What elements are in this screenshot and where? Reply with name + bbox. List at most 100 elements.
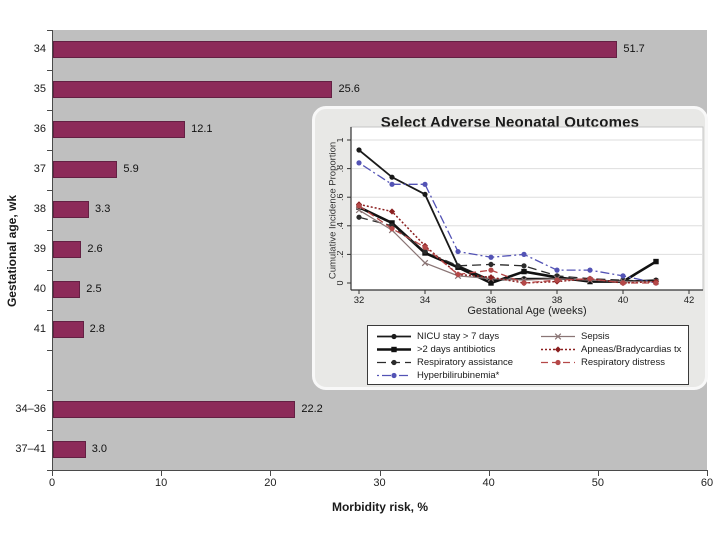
marker-circle [389, 181, 395, 187]
marker-circle [455, 263, 461, 269]
legend-line-sample [377, 359, 411, 366]
legend-grid: NICU stay > 7 days Sepsis >2 days antibiot… [376, 330, 682, 382]
x-axis-tick-label: 50 [591, 477, 604, 489]
y-axis-tick [47, 30, 52, 31]
category-label: 37–41 [15, 443, 46, 455]
marker-circle [391, 359, 397, 366]
legend-entry: NICU stay > 7 days [376, 330, 536, 343]
bar [53, 321, 84, 338]
marker-circle [488, 261, 494, 268]
legend-line-sample [541, 333, 575, 340]
x-axis-tick-label: 0 [48, 477, 56, 489]
y-axis-tick [47, 310, 52, 311]
inset-x-tick-label: 42 [684, 295, 695, 303]
bar [53, 241, 81, 258]
inset-y-tick-label: .8 [337, 165, 345, 173]
marker-circle [422, 181, 428, 187]
inset-x-tick-label: 40 [618, 295, 629, 303]
category-label: 37 [33, 163, 46, 175]
marker-circle [422, 244, 428, 250]
marker-circle [653, 280, 659, 286]
marker-circle [422, 191, 428, 197]
marker-circle [356, 203, 362, 209]
bar-value-label: 12.1 [191, 123, 213, 135]
bar-value-label: 2.6 [87, 243, 103, 255]
bar-value-label: 5.9 [123, 163, 139, 175]
marker-square [521, 268, 527, 275]
legend-label: NICU stay > 7 days [417, 331, 500, 342]
x-axis-tick-label: 40 [482, 477, 495, 489]
marker-x [554, 333, 562, 340]
legend-label: >2 days antibiotics [417, 344, 496, 355]
series-line [358, 162, 657, 284]
y-axis-tick [47, 230, 52, 231]
series-line [358, 209, 656, 283]
category-label: 36 [33, 123, 46, 135]
legend-label: Respiratory assistance [417, 357, 514, 368]
x-axis-tick-label: 30 [373, 477, 386, 489]
bar [53, 441, 86, 458]
marker-circle [389, 226, 395, 232]
legend-line-sample [541, 346, 575, 353]
x-axis-tick [270, 471, 272, 476]
marker-circle [587, 267, 593, 273]
category-label: 38 [33, 203, 46, 215]
bar-value-label: 2.5 [86, 283, 102, 295]
legend-entry: Hyperbilirubinemia* [376, 369, 536, 382]
bar-chart-x-axis-title: Morbidity risk, % [331, 500, 429, 514]
bar [53, 401, 295, 418]
legend-entry: Respiratory assistance [376, 356, 536, 369]
bar-value-label: 51.7 [623, 43, 645, 55]
y-axis-tick [47, 190, 52, 191]
marker-diamond [388, 208, 396, 215]
marker-circle [554, 267, 560, 273]
y-axis-tick [47, 110, 52, 111]
bar-chart-x-axis-line [52, 470, 708, 471]
category-label: 40 [33, 283, 46, 295]
inset-x-tick-label: 32 [354, 295, 365, 303]
marker-circle [488, 254, 494, 260]
legend-label: Hyperbilirubinemia* [417, 370, 500, 381]
x-axis-tick [379, 471, 381, 476]
legend-label: Sepsis [581, 331, 610, 342]
y-axis-tick [47, 430, 52, 431]
inset-x-tick-label: 36 [486, 295, 497, 303]
inset-y-tick-label: 0 [337, 280, 345, 285]
inset-x-tick-label: 34 [420, 295, 431, 303]
legend-label: Respiratory distress [581, 357, 665, 368]
bar-value-label: 3.0 [91, 443, 108, 455]
x-axis-tick [597, 471, 599, 476]
legend-entry: Respiratory distress [540, 356, 682, 369]
inset-line-plot: 0 .2 .4 .6 .8 1 32 34 36 38 40 42 [337, 126, 704, 303]
legend-line-sample [541, 359, 575, 366]
marker-square [488, 280, 494, 286]
marker-circle [521, 280, 527, 286]
x-axis-tick-label: 10 [155, 477, 168, 489]
inset-x-tick-label: 38 [552, 295, 563, 303]
bar [53, 41, 617, 58]
bar-chart-y-axis-title: Gestational age, wk [5, 194, 19, 308]
inset-x-axis-title: Gestational Age (weeks) [467, 305, 587, 317]
bar-chart-y-axis-line [52, 30, 53, 471]
legend-line-sample [377, 346, 411, 353]
marker-x [355, 206, 363, 214]
legend-line-sample [377, 372, 411, 379]
marker-circle [521, 251, 527, 257]
y-axis-tick [47, 390, 52, 391]
x-axis-tick-label: 60 [700, 477, 714, 489]
legend-entry: >2 days antibiotics [376, 343, 536, 356]
category-label: 39 [33, 243, 46, 255]
series-line [358, 205, 656, 284]
category-label: 34–36 [15, 403, 46, 415]
marker-circle [587, 276, 593, 282]
x-axis-tick [707, 471, 708, 476]
y-axis-tick [47, 470, 52, 471]
legend-line-sample [377, 333, 411, 340]
series-line [358, 216, 657, 283]
category-label: 34 [33, 43, 46, 55]
bar [53, 81, 332, 98]
bar [53, 201, 89, 218]
marker-x [421, 259, 429, 267]
inset-y-tick-label: .6 [337, 193, 345, 201]
